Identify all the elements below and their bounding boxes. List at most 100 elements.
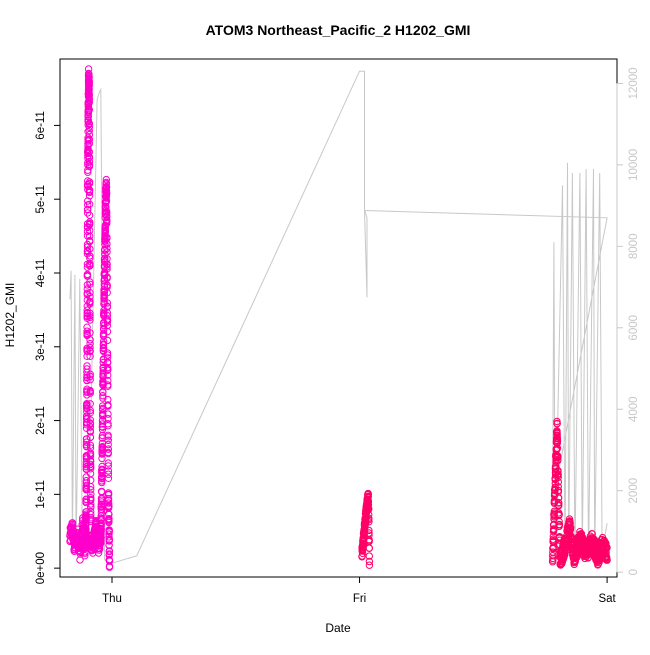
data-point <box>97 536 105 545</box>
data-point <box>104 410 112 418</box>
data-point <box>100 310 108 318</box>
data-point <box>549 552 557 560</box>
data-point <box>86 343 94 352</box>
data-point <box>96 544 104 553</box>
data-points-layer <box>66 65 611 571</box>
y-tick-label: 2e-11 <box>35 406 47 435</box>
data-point <box>99 394 107 402</box>
data-point <box>85 135 94 144</box>
data-point <box>365 561 374 569</box>
data-point <box>86 316 94 324</box>
data-point <box>86 237 94 246</box>
data-point <box>85 77 93 85</box>
data-point <box>86 449 95 457</box>
data-point <box>86 433 95 441</box>
data-point <box>105 562 114 570</box>
data-point <box>104 474 113 482</box>
data-point <box>97 534 105 542</box>
data-point <box>103 240 111 248</box>
data-point <box>104 376 112 385</box>
data-point <box>103 255 111 263</box>
data-point <box>105 547 114 555</box>
y2-tick-label: 8000 <box>628 234 640 260</box>
data-point <box>86 352 94 360</box>
data-point <box>99 392 107 400</box>
data-point <box>105 535 114 543</box>
x-axis-title: Date <box>325 621 351 635</box>
data-point <box>554 486 563 495</box>
data-point <box>86 245 94 253</box>
data-point <box>104 415 112 423</box>
data-point <box>365 537 373 545</box>
data-point <box>101 226 110 235</box>
data-point <box>554 478 562 486</box>
data-point <box>365 557 374 566</box>
data-point <box>99 411 107 420</box>
data-point <box>603 556 611 564</box>
data-point <box>86 340 94 348</box>
data-point <box>104 401 112 409</box>
data-point <box>86 428 95 436</box>
data-point <box>81 552 89 560</box>
y-tick-label: 1e-11 <box>35 480 47 509</box>
data-point <box>94 549 103 557</box>
data-point <box>553 435 562 443</box>
data-point <box>86 376 94 384</box>
data-point <box>365 511 373 519</box>
data-point <box>102 187 111 195</box>
data-point <box>553 427 561 435</box>
data-point <box>602 540 610 548</box>
data-point <box>561 550 569 559</box>
data-point <box>555 521 564 529</box>
data-point <box>554 483 562 491</box>
data-point <box>99 332 108 340</box>
data-point <box>97 500 106 508</box>
data-point <box>364 505 373 513</box>
data-point <box>99 347 108 356</box>
data-point <box>553 429 561 438</box>
data-point <box>103 327 112 336</box>
data-point <box>82 495 90 503</box>
data-point <box>98 402 107 410</box>
data-point <box>553 420 561 428</box>
data-point <box>103 260 111 268</box>
data-point <box>359 541 368 550</box>
y2-tick-label: 10000 <box>628 149 640 181</box>
data-point <box>103 244 111 253</box>
data-point <box>83 209 92 217</box>
y-tick-label: 6e-11 <box>35 111 47 140</box>
data-point <box>86 218 94 226</box>
data-point <box>85 106 94 114</box>
data-point <box>86 278 94 286</box>
data-point <box>104 440 112 449</box>
data-point <box>365 518 373 526</box>
data-point <box>565 528 573 536</box>
data-point <box>86 389 95 397</box>
y2-tick-label: 0 <box>628 569 640 575</box>
data-point <box>567 523 575 532</box>
data-point <box>555 502 563 510</box>
data-point <box>103 265 111 273</box>
y-axis-title: H1202_GMI <box>3 283 17 348</box>
data-point <box>87 486 95 494</box>
data-point <box>103 281 111 289</box>
data-point <box>105 502 113 510</box>
chart-title: ATOM3 Northeast_Pacific_2 H1202_GMI <box>206 22 471 38</box>
data-point <box>85 95 93 103</box>
data-point <box>99 364 108 372</box>
data-point <box>103 351 112 359</box>
data-point <box>104 490 113 498</box>
data-point <box>86 406 95 415</box>
data-point <box>98 472 106 481</box>
data-point <box>364 501 373 509</box>
data-point <box>86 300 94 308</box>
data-point <box>104 382 112 390</box>
data-point <box>81 549 89 557</box>
data-point <box>84 134 92 142</box>
data-point <box>103 303 112 311</box>
data-point <box>86 465 95 473</box>
data-point <box>105 499 113 507</box>
data-point <box>103 212 111 221</box>
